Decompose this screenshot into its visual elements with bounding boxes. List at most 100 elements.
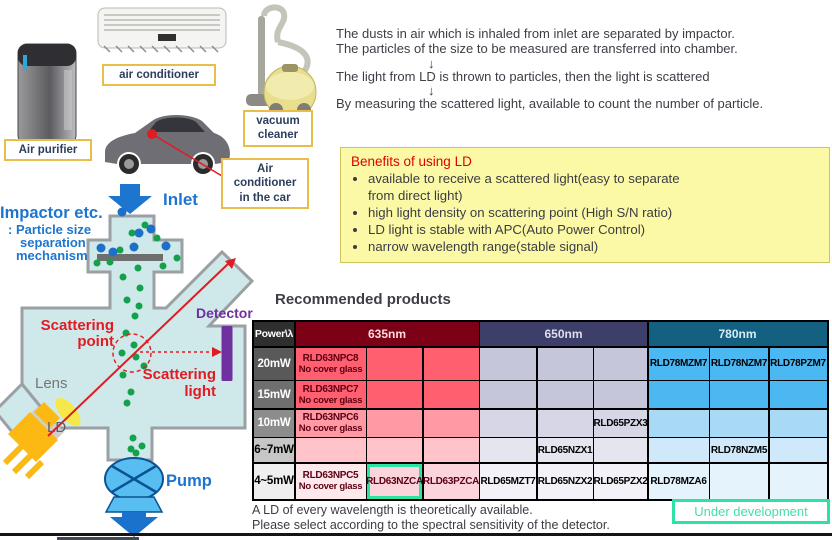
product-note: No cover glass <box>298 481 363 492</box>
ld-device <box>2 402 64 480</box>
product-cell: RLD63NZCA <box>367 463 422 499</box>
product-note: No cover glass <box>298 363 363 375</box>
lens-shape <box>55 397 81 427</box>
lens-label-text: Lens <box>35 375 68 392</box>
under-development-badge: Under development <box>672 499 830 524</box>
empty-cell <box>710 409 768 437</box>
empty-cell <box>367 409 422 437</box>
product-name: RLD65NZX1 <box>537 444 593 456</box>
empty-cell <box>537 381 593 408</box>
description-line-3: The light from LD is thrown to particles… <box>336 68 710 84</box>
product-name: RLD78MZA6 <box>650 475 707 487</box>
down-arrow-icon: ↓ <box>428 55 435 71</box>
clipped-copyright-fragment <box>57 537 139 540</box>
empty-cell <box>769 438 827 462</box>
air-conditioner-label-text: air conditioner <box>119 69 199 81</box>
empty-cell <box>367 347 422 380</box>
power-cell: 10mW <box>254 409 294 437</box>
impactor-sub-3: mechanism <box>16 248 88 263</box>
impactor-plate <box>97 254 163 261</box>
empty-cell <box>594 347 647 380</box>
car-image <box>105 115 230 177</box>
power-cell: 15mW <box>254 381 294 408</box>
scattering-point-label: Scattering point <box>38 318 114 350</box>
product-name: RLD63NPC5 <box>302 470 359 481</box>
laser-beam <box>47 262 230 437</box>
scattering-light-line2: light <box>184 383 216 401</box>
product-cell: RLD78NZM7 <box>710 347 768 380</box>
empty-cell <box>423 438 479 462</box>
impactor-sub-1: : Particle size <box>8 222 92 237</box>
inlet-label: Inlet <box>163 190 198 210</box>
product-note: No cover glass <box>298 394 363 406</box>
car-ac-point-dot <box>147 129 157 139</box>
benefit-item: high light density on scattering point (… <box>368 205 819 222</box>
table-corner-cell: Power\λ <box>254 322 294 346</box>
pump-label-text: Pump <box>166 472 212 490</box>
empty-cell <box>423 409 479 437</box>
benefits-title: Benefits of using LD <box>351 154 472 169</box>
product-cell: RLD63PZCA <box>423 463 479 499</box>
product-cell: RLD65PZX3 <box>594 409 647 437</box>
product-cell: RLD65MZT7 <box>480 463 536 499</box>
product-name: RLD65MZT7 <box>480 475 536 487</box>
product-cell: RLD78MZA6 <box>648 463 709 499</box>
inlet-arrow <box>108 184 152 214</box>
product-name: RLD63NZCA <box>367 475 422 487</box>
impactor-label: Impactor etc. : Particle size separation… <box>0 204 110 262</box>
description-line-2: The particles of the size to be measured… <box>336 40 738 56</box>
product-cell: RLD63NPC7 No cover glass <box>295 381 366 408</box>
air-conditioner-label: air conditioner <box>102 64 216 87</box>
empty-cell <box>648 438 709 462</box>
pump-outlet-arrow <box>110 512 158 537</box>
product-name: RLD65PZX2 <box>594 475 647 487</box>
description-line-1: The dusts in air which is inhaled from i… <box>336 26 735 41</box>
bottom-divider-line <box>0 533 832 536</box>
product-name: RLD78NZM5 <box>710 444 768 456</box>
pump-valve <box>104 457 164 513</box>
detector-label-text: Detector <box>196 305 253 321</box>
footer-note: A LD of every wavelength is theoreticall… <box>252 503 610 532</box>
empty-cell <box>537 347 593 380</box>
benefits-box: Benefits of using LD available to receiv… <box>340 147 830 264</box>
product-name: RLD65PZX3 <box>594 417 647 429</box>
empty-cell <box>710 463 768 499</box>
product-cell: RLD65NZX2 <box>537 463 593 499</box>
product-name: RLD63NPC6 <box>302 412 359 423</box>
power-cell: 6~7mW <box>254 438 294 462</box>
impactor-sub-2: separation <box>20 235 86 250</box>
product-name: RLD63PZCA <box>423 475 479 487</box>
particle-dots-blue <box>96 207 171 257</box>
scattering-light-label: Scattering light <box>138 366 216 401</box>
product-name: RLD78PZM7 <box>770 358 826 369</box>
product-cell: RLD78NZM5 <box>710 438 768 462</box>
empty-cell <box>480 347 536 380</box>
sensor-diagram <box>0 184 255 537</box>
product-note: No cover glass <box>298 423 363 434</box>
product-cell: RLD63NPC8 No cover glass <box>295 347 366 380</box>
product-name: RLD63NPC7 <box>302 383 359 395</box>
scattering-circle <box>112 333 152 373</box>
air-purifier-image <box>17 43 77 145</box>
inlet-label-text: Inlet <box>163 190 198 209</box>
product-name: RLD65NZX2 <box>537 475 593 487</box>
vacuum-cleaner-label-text: vacuum cleaner <box>256 115 300 142</box>
down-arrow-icon: ↓ <box>428 83 435 99</box>
empty-cell <box>480 409 536 437</box>
vacuum-cleaner-label: vacuum cleaner <box>243 110 313 147</box>
wavelength-header: 650nm <box>480 322 647 346</box>
empty-cell <box>367 381 422 408</box>
detector-rect <box>221 326 233 381</box>
wavelength-header: 635nm <box>295 322 479 346</box>
laser-beam-arrowhead <box>225 258 236 269</box>
air-purifier-label-text: Air purifier <box>18 144 78 156</box>
ld-label: LD <box>47 419 66 436</box>
scattering-point-line2: point <box>77 332 114 350</box>
benefit-item: LD light is stable with APC(Auto Power C… <box>368 222 819 239</box>
empty-cell <box>769 409 827 437</box>
product-cell: RLD63NPC6 No cover glass <box>295 409 366 437</box>
empty-cell <box>367 438 422 462</box>
lens-label: Lens <box>35 375 68 392</box>
product-name: RLD78MZM7 <box>649 358 708 369</box>
